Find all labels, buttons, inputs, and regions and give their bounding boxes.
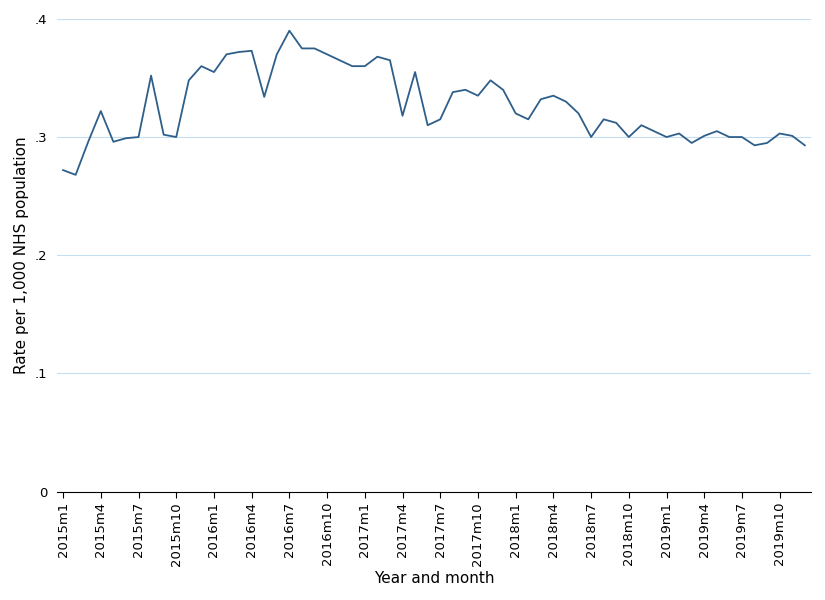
Y-axis label: Rate per 1,000 NHS population: Rate per 1,000 NHS population — [14, 136, 29, 374]
X-axis label: Year and month: Year and month — [374, 571, 494, 586]
